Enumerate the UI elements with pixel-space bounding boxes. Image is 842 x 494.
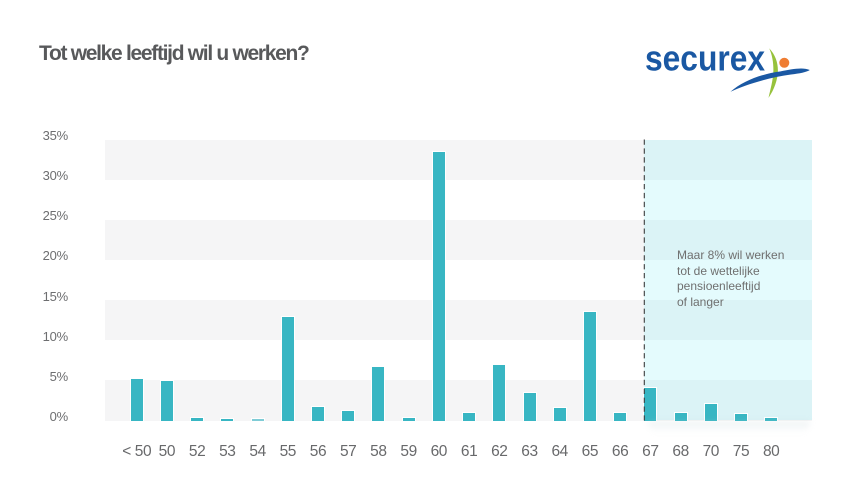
svg-text:securex: securex — [645, 37, 766, 78]
